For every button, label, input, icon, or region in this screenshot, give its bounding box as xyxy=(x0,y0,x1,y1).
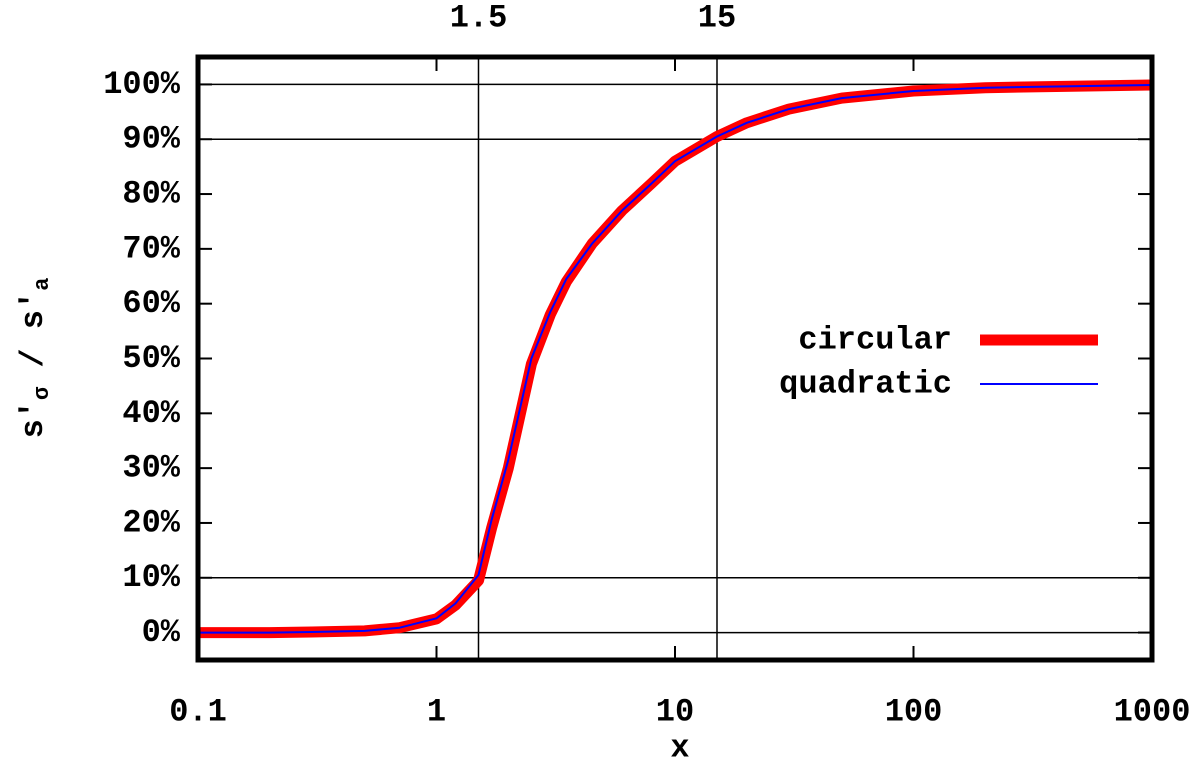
y-tick-label: 60% xyxy=(122,285,180,322)
x-tick-label: 1000 xyxy=(1114,693,1191,730)
y-tick-label: 30% xyxy=(122,450,180,487)
y-tick-label: 20% xyxy=(122,504,180,541)
x-axis-label: x xyxy=(670,729,689,766)
y-tick-label: 80% xyxy=(122,175,180,212)
y-axis-label: s′σ / s′a xyxy=(15,278,54,439)
y-label-sub: σ xyxy=(30,386,55,400)
y-label-sub: a xyxy=(30,278,55,291)
y-tick-label: 70% xyxy=(122,230,180,267)
y-tick-label: 10% xyxy=(122,559,180,596)
y-tick-label: 0% xyxy=(142,614,181,651)
y-tick-label: 50% xyxy=(122,340,180,377)
x2-tick-label: 1.5 xyxy=(450,0,508,36)
y-tick-label: 100% xyxy=(103,66,181,103)
x-tick-label: 100 xyxy=(885,693,943,730)
y-tick-label: 40% xyxy=(122,395,180,432)
x-tick-label: 1 xyxy=(427,693,446,730)
series-line xyxy=(198,79,1153,639)
y-label-part: s′ xyxy=(15,400,52,438)
plot-frame xyxy=(195,54,1155,663)
x-tick-label: 0.1 xyxy=(169,693,227,730)
y-tick-label: 90% xyxy=(122,121,180,158)
x-tick-label: 10 xyxy=(656,693,694,730)
x2-tick-label: 15 xyxy=(698,0,736,36)
y-label-part: / s′ xyxy=(15,291,52,387)
legend-label: quadratic xyxy=(779,365,952,402)
series-line xyxy=(198,84,1153,634)
legend-label: circular xyxy=(798,321,952,358)
